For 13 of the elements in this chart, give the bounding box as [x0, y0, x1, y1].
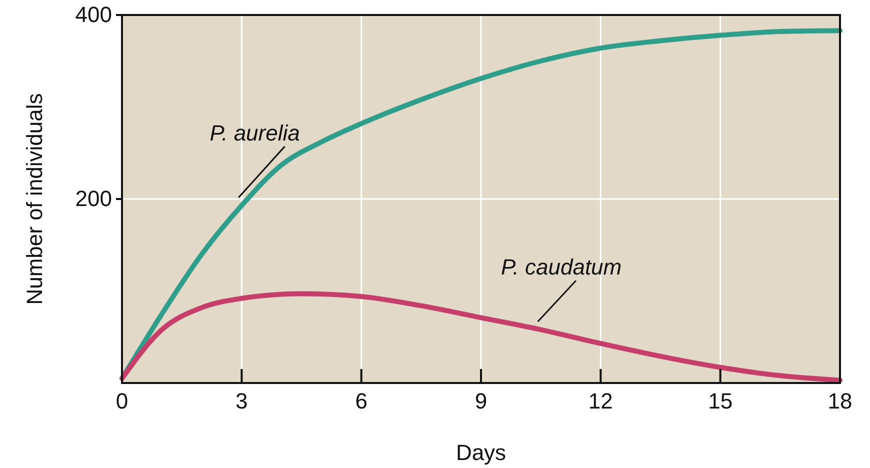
y-tick-label: 400	[75, 2, 112, 28]
x-tick-label: 6	[355, 388, 368, 414]
series-label: P. caudatum	[500, 254, 622, 280]
x-tick-label: 0	[116, 388, 128, 414]
x-tick-label: 18	[828, 388, 852, 414]
x-tick-label: 12	[588, 388, 613, 414]
y-axis-title: Number of individuals	[22, 93, 47, 305]
x-tick-label: 3	[236, 388, 248, 414]
x-tick-label: 15	[708, 388, 733, 414]
x-axis-title: Days	[456, 440, 506, 465]
x-tick-label: 9	[474, 388, 488, 414]
series-label: P. aurelia	[210, 120, 300, 146]
y-tick-label: 200	[75, 186, 112, 212]
